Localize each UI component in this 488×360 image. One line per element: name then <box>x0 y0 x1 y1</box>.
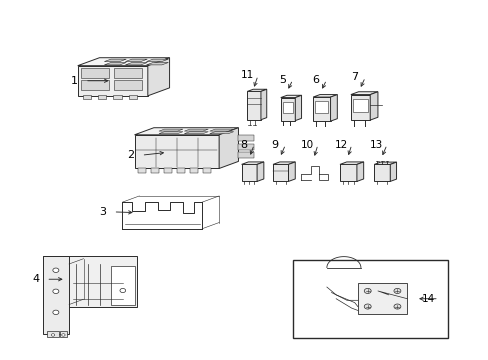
Polygon shape <box>209 129 233 131</box>
Polygon shape <box>330 95 337 121</box>
Text: 1: 1 <box>71 76 78 86</box>
Circle shape <box>120 288 125 293</box>
Bar <box>129 95 137 99</box>
Polygon shape <box>134 135 219 168</box>
Circle shape <box>53 310 59 315</box>
Polygon shape <box>104 63 126 65</box>
Polygon shape <box>125 63 147 65</box>
Bar <box>82 95 91 99</box>
Bar <box>177 168 184 173</box>
Text: 6: 6 <box>312 75 319 85</box>
Bar <box>42 256 137 307</box>
Text: 10: 10 <box>300 140 313 149</box>
Circle shape <box>51 334 55 336</box>
Text: 2: 2 <box>127 150 134 160</box>
Text: 8: 8 <box>240 140 246 149</box>
Text: 13: 13 <box>369 140 382 149</box>
Text: 9: 9 <box>271 140 278 149</box>
Bar <box>164 168 171 173</box>
Bar <box>98 95 106 99</box>
Circle shape <box>53 268 59 273</box>
Text: 4: 4 <box>32 274 39 284</box>
Text: 12: 12 <box>334 140 347 149</box>
Polygon shape <box>389 162 396 181</box>
Bar <box>151 168 158 173</box>
Polygon shape <box>125 59 147 62</box>
Polygon shape <box>134 128 238 135</box>
Polygon shape <box>312 97 330 121</box>
Bar <box>292 260 447 338</box>
Bar <box>114 80 142 90</box>
Polygon shape <box>78 58 169 66</box>
Text: 3: 3 <box>99 207 106 217</box>
Polygon shape <box>159 129 183 131</box>
Polygon shape <box>159 132 183 134</box>
Polygon shape <box>241 165 257 181</box>
Bar <box>238 152 253 158</box>
Circle shape <box>61 334 65 336</box>
Bar <box>113 95 122 99</box>
Polygon shape <box>288 162 295 181</box>
Polygon shape <box>146 59 168 62</box>
Bar <box>114 68 142 78</box>
Bar <box>110 266 135 305</box>
Polygon shape <box>339 165 356 181</box>
Polygon shape <box>272 165 288 181</box>
Text: 7: 7 <box>350 72 358 82</box>
Bar <box>315 101 327 113</box>
Text: 14: 14 <box>421 294 434 304</box>
Polygon shape <box>373 162 396 165</box>
Circle shape <box>364 288 370 293</box>
Bar <box>238 144 253 150</box>
Polygon shape <box>350 95 369 120</box>
Bar <box>81 80 109 90</box>
Bar <box>47 331 59 337</box>
Polygon shape <box>241 162 264 165</box>
Polygon shape <box>356 162 363 181</box>
Polygon shape <box>369 92 377 120</box>
Polygon shape <box>209 132 233 134</box>
Polygon shape <box>339 162 363 165</box>
Polygon shape <box>247 89 266 91</box>
Polygon shape <box>272 162 295 165</box>
Polygon shape <box>247 91 261 120</box>
Polygon shape <box>184 129 208 131</box>
Polygon shape <box>257 162 264 181</box>
Polygon shape <box>312 95 337 97</box>
Polygon shape <box>147 58 169 96</box>
Bar <box>352 99 367 112</box>
Polygon shape <box>373 165 389 181</box>
Text: 5: 5 <box>278 75 285 85</box>
Bar <box>81 68 109 78</box>
Bar <box>238 135 253 141</box>
Polygon shape <box>350 92 377 95</box>
Bar <box>203 168 211 173</box>
Circle shape <box>393 288 400 293</box>
Polygon shape <box>280 98 295 121</box>
Polygon shape <box>146 63 168 65</box>
Bar <box>283 102 292 113</box>
Polygon shape <box>295 95 301 121</box>
Bar <box>357 283 407 314</box>
Bar <box>60 331 67 337</box>
Polygon shape <box>280 95 301 98</box>
Circle shape <box>53 289 59 293</box>
Circle shape <box>393 304 400 309</box>
Bar <box>138 168 145 173</box>
Polygon shape <box>104 59 126 62</box>
Circle shape <box>364 304 370 309</box>
Polygon shape <box>78 66 147 96</box>
Text: 11: 11 <box>240 71 253 80</box>
Bar <box>42 256 69 334</box>
Polygon shape <box>219 128 238 168</box>
Bar <box>190 168 198 173</box>
Polygon shape <box>261 89 266 120</box>
Polygon shape <box>184 132 208 134</box>
